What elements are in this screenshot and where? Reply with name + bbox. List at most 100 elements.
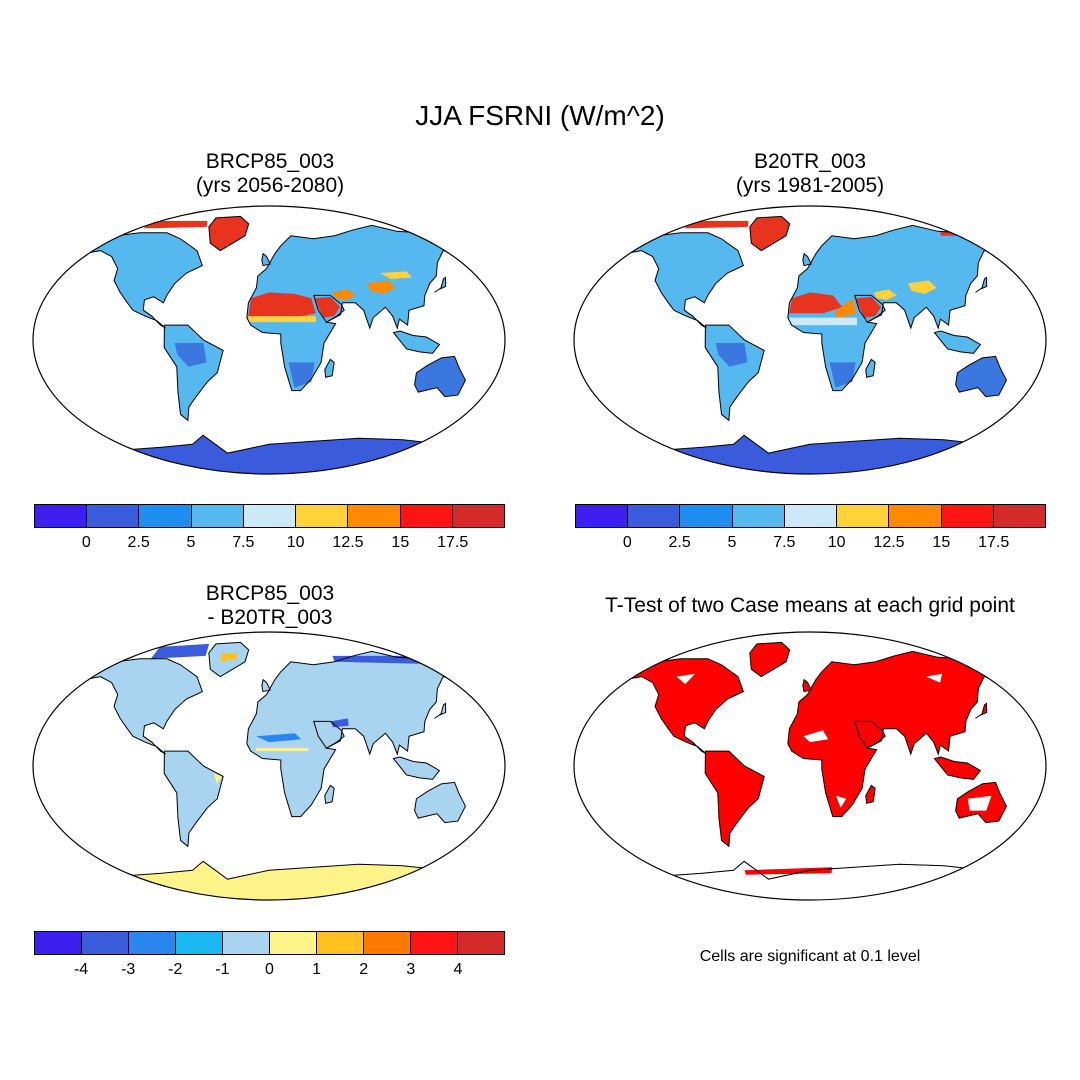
colorbar-historical-swatch: [576, 505, 629, 527]
panel-title-future: BRCP85_003 (yrs 2056-2080): [90, 150, 450, 198]
map-future-region-south-africa-low: [288, 362, 315, 388]
map-historical-region-tibet-mild: [907, 280, 937, 294]
map-future-frame: [32, 205, 506, 475]
map-future-japan-coast: [434, 276, 447, 293]
map-difference-greenland-coast: [208, 641, 250, 678]
map-historical-north-america-coast: [618, 232, 744, 329]
panel-title-difference: BRCP85_003 - B20TR_003: [90, 582, 450, 630]
colorbar-historical-swatch: [837, 505, 890, 527]
colorbar-difference-swatch: [364, 932, 411, 954]
colorbar-difference-label: -4: [73, 961, 89, 978]
map-ttest-africa-eurasia: [787, 651, 1009, 817]
map-difference-arabia: [313, 721, 345, 749]
colorbar-difference-label: -2: [168, 961, 183, 978]
map-difference-japan-coast: [434, 702, 447, 719]
map-difference-region-brazil-pos: [213, 773, 222, 784]
colorbar-difference-label: 4: [453, 961, 463, 978]
map-future-africa-eurasia-coast: [246, 224, 469, 392]
map-future-greenland-coast: [208, 215, 250, 252]
map-historical-uk: [802, 253, 812, 266]
map-ttest-north-america-coast: [618, 658, 744, 755]
map-historical-region-sahara-warm: [833, 298, 857, 318]
map-historical-greenland: [749, 216, 790, 251]
panel-title-future-line2: (yrs 2056-2080): [195, 174, 345, 197]
map-difference-uk: [261, 679, 271, 692]
colorbar-future-swatch: [35, 505, 88, 527]
map-future-se-asia-islands-coast: [392, 330, 441, 354]
map-ttest-se-asia-islands-coast: [933, 756, 982, 780]
map-historical-south-america-coast: [704, 324, 765, 422]
map-historical-region-sahara-hot: [789, 292, 843, 314]
colorbar-historical-swatch: [784, 505, 838, 527]
colorbar-difference-swatch: [317, 932, 364, 954]
colorbar-historical-swatch: [628, 505, 681, 527]
colorbar-historical-swatch: [889, 505, 942, 527]
map-future-region-sahara-hot: [248, 292, 316, 320]
colorbar-historical-label: 7.5: [773, 534, 796, 551]
panel-title-historical-line2: (yrs 1981-2005): [735, 174, 885, 197]
map-future-africa-eurasia: [246, 225, 468, 391]
map-historical-region-south-africa-low: [829, 362, 856, 388]
map-future-region-mongolia-mild: [379, 271, 412, 279]
map-historical-australia-coast: [955, 355, 1008, 398]
map-historical-region-arctic-hot: [684, 220, 749, 229]
map-historical-region-sahel-light: [789, 317, 858, 326]
map-future-region-arctic-hot: [143, 220, 208, 229]
map-difference-africa-eurasia: [246, 651, 468, 817]
colorbar-future-swatch: [348, 505, 401, 527]
map-historical-japan: [975, 277, 987, 293]
map-ttest-se-asia-islands: [934, 757, 981, 780]
panel-title-historical-line1: B20TR_003: [753, 150, 867, 173]
map-historical-arabia-coast: [854, 294, 886, 323]
map-ttest-madagascar-coast: [865, 784, 876, 804]
colorbar-difference-swatch: [270, 932, 317, 954]
map-historical-region-iran-mild: [873, 289, 897, 300]
map-ttest-arabia: [854, 721, 886, 749]
colorbar-difference-label: 3: [406, 961, 416, 978]
colorbar-difference-swatch: [82, 932, 129, 954]
map-ttest-region-nonsig-siberia: [926, 673, 943, 683]
colorbar-historical-label: 12.5: [873, 534, 905, 551]
map-historical-africa-eurasia: [787, 225, 1009, 391]
panel-title-ttest: T-Test of two Case means at each grid po…: [605, 594, 1015, 617]
map-historical-australia: [955, 356, 1007, 397]
map-ttest-japan: [975, 703, 987, 719]
map-ttest-greenland-coast: [749, 641, 791, 678]
figure-title: JJA FSRNI (W/m^2): [415, 100, 665, 131]
map-difference-africa-eurasia-coast: [246, 650, 469, 818]
map-difference-australia-coast: [414, 781, 467, 824]
map-future-north-america: [78, 232, 203, 329]
map-difference-region-sahara-neg: [256, 733, 302, 743]
map-future-madagascar: [324, 359, 335, 378]
map-future-region-arabia-hot: [315, 296, 341, 318]
colorbar-difference-swatch: [129, 932, 176, 954]
colorbar-difference-label: 2: [359, 961, 369, 978]
map-future-uk: [261, 253, 271, 266]
map-historical-madagascar: [865, 359, 876, 378]
map-historical-africa-eurasia-coast: [787, 224, 1010, 392]
colorbar-future-labels: 0 2.5 5 7.5 10 12.5 15 17.5: [34, 534, 505, 554]
map-future-se-asia-islands: [393, 331, 440, 354]
map-historical-north-america: [619, 232, 744, 329]
map-historical: [573, 205, 1047, 475]
colorbar-historical-swatch: [993, 505, 1045, 527]
colorbar-historical-label: 2.5: [668, 534, 691, 551]
map-difference: [32, 631, 506, 901]
map-future-madagascar-coast: [324, 358, 335, 378]
map-future-region-sahel-mild: [248, 316, 317, 323]
map-difference-japan: [434, 703, 446, 719]
colorbar-future-label: 2.5: [127, 534, 150, 551]
colorbar-historical: [575, 504, 1046, 528]
colorbar-future-swatch: [452, 505, 504, 527]
map-difference-se-asia-islands-coast: [392, 756, 441, 780]
map-ttest-south-america-coast: [704, 750, 765, 848]
map-ttest-frame: [573, 631, 1047, 901]
colorbar-future-label: 15: [391, 534, 410, 551]
colorbar-future-label: 5: [186, 534, 196, 551]
map-ttest-north-america: [619, 658, 744, 755]
map-ttest-uk: [802, 679, 812, 692]
map-difference-se-asia-islands: [393, 757, 440, 780]
map-ttest-uk-coast: [802, 678, 812, 693]
map-future-south-america-coast: [163, 324, 224, 422]
map-ttest-madagascar: [865, 785, 876, 804]
